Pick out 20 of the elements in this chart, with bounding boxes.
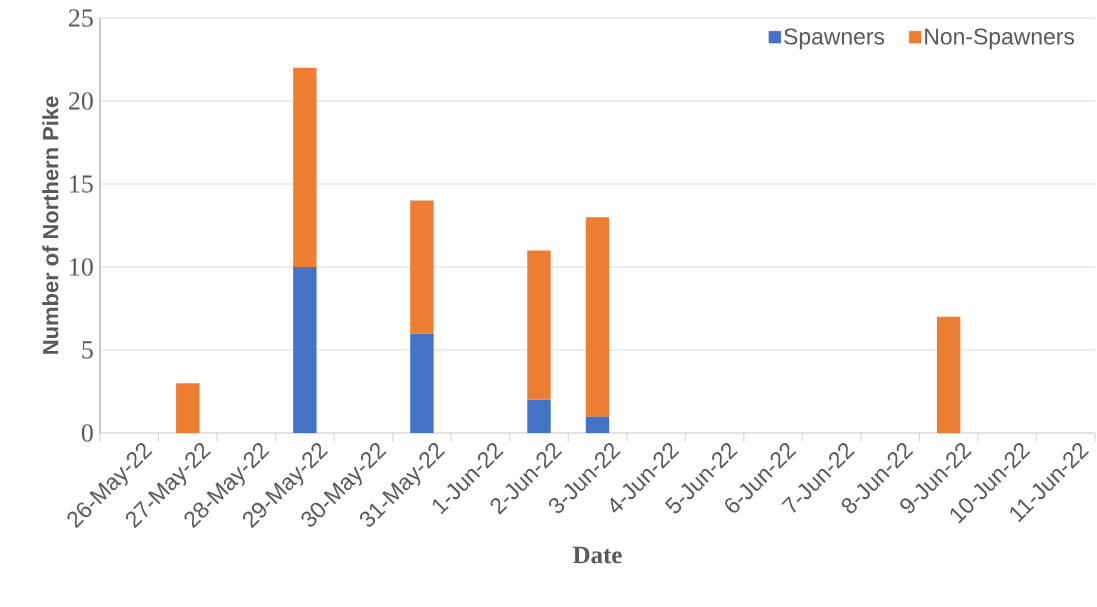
bar	[176, 383, 200, 433]
y-tick-label: 10	[70, 258, 93, 276]
y-axis-title: Number of Northern Pike	[42, 96, 59, 354]
bar	[585, 416, 610, 433]
x-axis-title: Date	[573, 546, 622, 564]
legend-label: Non-Spawners	[925, 28, 1075, 50]
y-tick-label: 15	[70, 175, 93, 193]
bar	[410, 200, 434, 334]
bar	[527, 399, 551, 433]
bar	[936, 316, 961, 433]
y-tick-label: 0	[81, 424, 93, 442]
y-tick-label: 5	[82, 341, 93, 359]
bar	[293, 67, 317, 267]
y-tick-label: 25	[69, 9, 93, 27]
legend-label: Spawners	[784, 28, 885, 50]
bar	[410, 333, 434, 433]
bar	[527, 250, 551, 400]
bar	[585, 217, 610, 417]
bar	[293, 266, 317, 433]
y-tick-label: 20	[69, 92, 93, 110]
